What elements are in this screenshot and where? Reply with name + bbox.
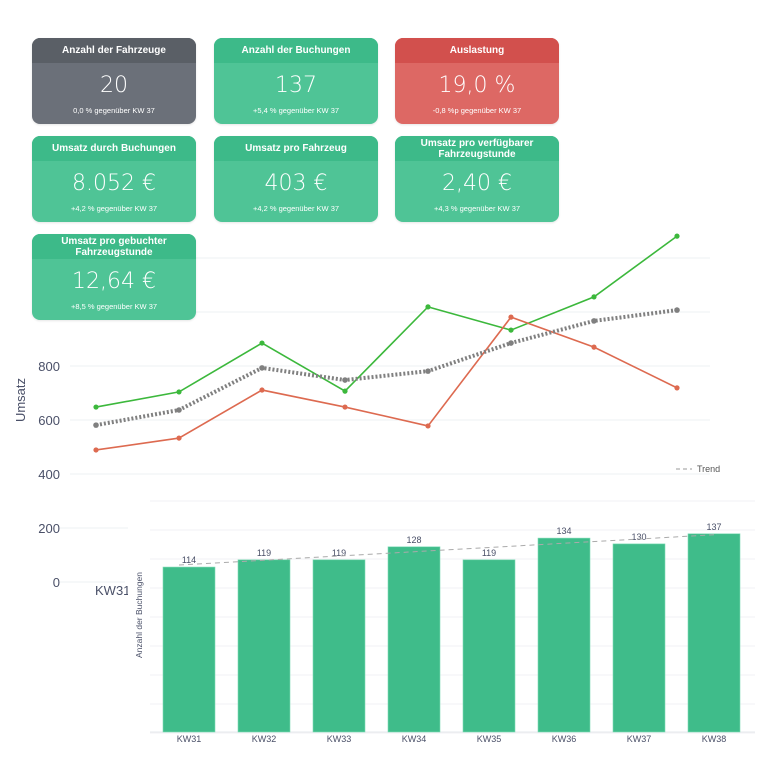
y-tick-label: 200	[38, 521, 60, 536]
bar	[387, 546, 441, 733]
bar	[162, 566, 216, 733]
kpi-delta: +4,2 % gegenüber KW 37	[70, 204, 158, 213]
kpi-title: Umsatz pro gebuchter Fahrzeugstunde	[32, 234, 196, 259]
series-line	[95, 235, 678, 408]
kpi-title: Anzahl der Buchungen	[214, 38, 378, 63]
kpi-delta: +4,3 % gegenüber KW 37	[433, 204, 521, 213]
y-tick-label: 800	[38, 359, 60, 374]
bar	[312, 559, 366, 733]
data-point	[425, 368, 431, 374]
kpi-delta: 0,0 % gegenüber KW 37	[73, 106, 155, 115]
bar-value-label: 114	[182, 555, 196, 565]
bar	[687, 533, 741, 733]
x-tick-label: KW38	[702, 734, 727, 744]
data-point	[425, 423, 431, 429]
bar-value-label: 130	[631, 532, 646, 542]
series-line	[95, 316, 678, 451]
bar-value-label: 119	[482, 548, 496, 558]
x-tick-label: KW33	[327, 734, 352, 744]
kpi-value: 19,0 %	[438, 73, 516, 98]
kpi-value: 12,64 €	[72, 269, 156, 294]
kpi-title: Umsatz pro verfügbarer Fahrzeugstunde	[395, 136, 559, 161]
kpi-value: 2,40 €	[442, 171, 512, 196]
y-tick-label: 0	[53, 575, 60, 590]
x-tick-label: KW35	[477, 734, 502, 744]
kpi-delta: +5,4 % gegenüber KW 37	[252, 106, 340, 115]
y-tick-label: 400	[38, 467, 60, 482]
bar	[537, 537, 591, 733]
bar-chart-panel	[128, 500, 764, 765]
data-point	[259, 365, 265, 371]
bar	[462, 559, 516, 733]
x-tick-label: KW36	[552, 734, 577, 744]
kpi-value: 8.052 €	[72, 171, 156, 196]
data-point	[176, 407, 182, 413]
bar-value-label: 128	[406, 535, 421, 545]
kpi-value: 403 €	[264, 171, 328, 196]
data-point	[176, 435, 182, 441]
kpi-delta: -0,8 %p gegenüber KW 37	[432, 106, 522, 115]
data-point	[176, 389, 182, 395]
kpi-value: 137	[275, 73, 317, 98]
kpi-card: Umsatz pro verfügbarer Fahrzeugstunde 2,4…	[395, 136, 559, 222]
kpi-title: Auslastung	[395, 38, 559, 63]
x-tick-label: KW31	[177, 734, 202, 744]
kpi-title: Umsatz durch Buchungen	[32, 136, 196, 161]
x-tick-label: KW31	[95, 583, 130, 598]
kpi-card: Umsatz durch Buchungen 8.052 € +4,2 % gege…	[32, 136, 196, 222]
kpi-title: Anzahl der Fahrzeuge	[32, 38, 196, 63]
data-point	[342, 377, 348, 383]
data-point	[674, 385, 680, 391]
kpi-value: 20	[100, 73, 128, 98]
kpi-card: Anzahl der Fahrzeuge 20 0,0 % gegenüber KW…	[32, 38, 196, 124]
data-point	[342, 404, 348, 410]
data-point	[508, 340, 514, 346]
kpi-title: Umsatz pro Fahrzeug	[214, 136, 378, 161]
legend-trend-label: Trend	[697, 464, 720, 474]
y-axis-label: Umsatz	[13, 378, 28, 422]
x-tick-label: KW37	[627, 734, 652, 744]
data-point	[508, 314, 514, 320]
kpi-delta: +4,2 % gegenüber KW 37	[252, 204, 340, 213]
bar-value-label: 137	[706, 522, 721, 532]
kpi-card: Anzahl der Buchungen 137 +5,4 % gegenüber …	[214, 38, 378, 124]
data-point	[425, 304, 431, 310]
data-point	[508, 327, 514, 333]
x-tick-label: KW32	[252, 734, 277, 744]
bar-value-label: 134	[556, 526, 571, 536]
data-point	[591, 318, 597, 324]
data-point	[342, 388, 348, 394]
data-point	[93, 447, 99, 453]
kpi-card: Umsatz pro gebuchter Fahrzeugstunde 12,64…	[32, 234, 196, 320]
kpi-card: Auslastung 19,0 % -0,8 %p gegenüber KW 37	[395, 38, 559, 124]
bar	[237, 559, 291, 733]
kpi-delta: +8,5 % gegenüber KW 37	[70, 302, 158, 311]
data-point	[259, 340, 265, 346]
data-point	[93, 422, 99, 428]
data-point	[591, 294, 597, 300]
bar	[612, 543, 666, 733]
bar-value-label: 119	[332, 548, 346, 558]
bar-value-label: 119	[257, 548, 271, 558]
x-tick-label: KW34	[402, 734, 427, 744]
data-point	[591, 344, 597, 350]
data-point	[674, 307, 680, 313]
data-point	[259, 387, 265, 393]
kpi-card: Umsatz pro Fahrzeug 403 € +4,2 % gegenüber…	[214, 136, 378, 222]
y-axis-label: Anzahl der Buchungen	[134, 572, 144, 658]
data-point	[674, 233, 680, 239]
trend-line	[95, 308, 678, 428]
data-point	[93, 404, 99, 410]
y-tick-label: 600	[38, 413, 60, 428]
